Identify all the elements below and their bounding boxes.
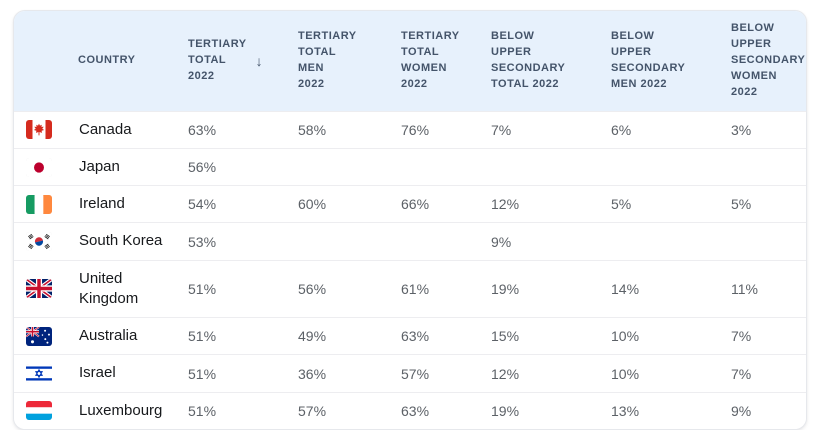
value-tertiary-total-men-2022: 60% [298, 196, 327, 213]
value-below-upper-secondary-men-2022 [599, 159, 719, 175]
table-row-luxembourg: Luxembourg 51% 57% 63% 19% 13% 9% [14, 391, 806, 429]
value-below-upper-secondary-total-2022: 12% [491, 365, 520, 382]
table-body: Canada 63% 58% 76% 7% 6% 3% Japan 56% Ireland 54% 6… [14, 110, 806, 429]
education-attainment-table: COUNTRY TERTIARY TOTAL 2022 ↓ TERTIARY TOTA… [13, 10, 807, 430]
value-below-upper-secondary-women-2022: 7% [731, 328, 752, 345]
value-below-upper-secondary-total-2022 [479, 159, 599, 175]
column-header-label: BELOW UPPER SECONDARY TOTAL 2022 [491, 29, 566, 90]
flag-cell [14, 364, 66, 384]
value-tertiary-total-women-2022 [389, 159, 479, 175]
value-tertiary-total-2022: 51% [188, 365, 217, 382]
column-header-label: BELOW UPPER SECONDARY WOMEN 2022 [731, 22, 806, 98]
value-below-upper-secondary-total-2022: 19% [491, 402, 520, 419]
column-header-country[interactable]: COUNTRY [66, 43, 176, 79]
value-below-upper-secondary-men-2022: 10% [611, 328, 640, 345]
value-below-upper-secondary-total-2022: 9% [491, 233, 512, 250]
value-below-upper-secondary-men-2022 [599, 234, 719, 250]
country-name: Luxembourg [79, 401, 163, 419]
value-tertiary-total-women-2022: 76% [401, 121, 430, 138]
country-name: Israel [79, 364, 116, 382]
table-row-australia: Australia 51% 49% 63% 15% 10% 7% [14, 317, 806, 355]
value-below-upper-secondary-women-2022: 7% [731, 365, 752, 382]
table-row-south-korea: South Korea 53% 9% [14, 222, 806, 260]
country-name: Canada [79, 120, 132, 138]
flag-cell [14, 326, 66, 346]
flag-japan-icon [26, 157, 52, 177]
value-tertiary-total-2022: 51% [188, 328, 217, 345]
value-tertiary-total-women-2022: 66% [401, 196, 430, 213]
value-below-upper-secondary-total-2022: 15% [491, 328, 520, 345]
table-row-israel: Israel 51% 36% 57% 12% 10% 7% [14, 354, 806, 392]
value-below-upper-secondary-men-2022: 6% [611, 121, 632, 138]
value-tertiary-total-women-2022: 61% [401, 280, 430, 297]
country-name: United Kingdom [79, 269, 139, 307]
column-header-below-upper-secondary-men-2022[interactable]: BELOW UPPER SECONDARY MEN 2022 [599, 19, 719, 103]
flag-cell [14, 120, 66, 140]
flag-united-kingdom-icon [26, 279, 52, 299]
value-below-upper-secondary-men-2022: 5% [611, 196, 632, 213]
value-below-upper-secondary-women-2022 [719, 234, 806, 250]
flag-cell [14, 194, 66, 214]
value-tertiary-total-2022: 56% [188, 159, 217, 176]
header-flag-spacer [14, 51, 66, 71]
table-row-japan: Japan 56% [14, 147, 806, 186]
country-name: Australia [79, 327, 138, 345]
column-header-tertiary-total-men-2022[interactable]: TERTIARY TOTAL MEN 2022 [286, 19, 389, 103]
flag-luxembourg-icon [26, 401, 52, 421]
value-tertiary-total-men-2022: 49% [298, 328, 327, 345]
column-header-below-upper-secondary-total-2022[interactable]: BELOW UPPER SECONDARY TOTAL 2022 [479, 19, 599, 103]
value-below-upper-secondary-women-2022: 5% [731, 196, 752, 213]
value-tertiary-total-2022: 53% [188, 233, 217, 250]
value-tertiary-total-women-2022: 63% [401, 402, 430, 419]
value-below-upper-secondary-total-2022: 12% [491, 196, 520, 213]
table-header-row: COUNTRY TERTIARY TOTAL 2022 ↓ TERTIARY TOTA… [14, 11, 806, 111]
value-below-upper-secondary-women-2022: 11% [731, 280, 758, 297]
value-below-upper-secondary-women-2022: 9% [731, 402, 752, 419]
value-tertiary-total-women-2022 [389, 234, 479, 250]
column-header-label: TERTIARY TOTAL 2022 [188, 37, 247, 82]
value-below-upper-secondary-women-2022: 3% [731, 121, 752, 138]
table-row-ireland: Ireland 54% 60% 66% 12% 5% 5% [14, 185, 806, 223]
flag-israel-icon [26, 364, 52, 384]
table-row-united-kingdom: United Kingdom 51% 56% 61% 19% 14% 11% [14, 259, 806, 318]
value-tertiary-total-2022: 51% [188, 402, 217, 419]
value-tertiary-total-2022: 63% [188, 121, 217, 138]
value-tertiary-total-men-2022 [286, 159, 389, 175]
flag-australia-icon [26, 326, 52, 346]
flag-ireland-icon [26, 194, 52, 214]
value-tertiary-total-women-2022: 57% [401, 365, 430, 382]
flag-cell [14, 232, 66, 252]
value-tertiary-total-men-2022: 56% [298, 280, 327, 297]
flag-cell [14, 279, 66, 299]
value-tertiary-total-2022: 54% [188, 196, 217, 213]
column-header-below-upper-secondary-women-2022[interactable]: BELOW UPPER SECONDARY WOMEN 2022 [719, 11, 806, 111]
value-tertiary-total-men-2022: 57% [298, 402, 327, 419]
sort-descending-icon[interactable]: ↓ [255, 52, 264, 69]
column-header-label: BELOW UPPER SECONDARY MEN 2022 [611, 29, 686, 90]
table-row-canada: Canada 63% 58% 76% 7% 6% 3% [14, 110, 806, 148]
column-header-label: TERTIARY TOTAL MEN 2022 [298, 29, 357, 90]
value-below-upper-secondary-men-2022: 10% [611, 365, 640, 382]
value-below-upper-secondary-men-2022: 14% [611, 280, 640, 297]
flag-south-korea-icon [26, 232, 52, 252]
value-tertiary-total-2022: 51% [188, 280, 217, 297]
column-header-label: TERTIARY TOTAL WOMEN 2022 [401, 29, 460, 90]
flag-cell [14, 157, 66, 177]
value-tertiary-total-men-2022: 36% [298, 365, 327, 382]
column-header-tertiary-total-women-2022[interactable]: TERTIARY TOTAL WOMEN 2022 [389, 19, 479, 103]
country-name: South Korea [79, 232, 163, 250]
country-name: Japan [79, 157, 120, 175]
column-header-label: COUNTRY [78, 53, 136, 66]
flag-cell [14, 401, 66, 421]
country-name: Ireland [79, 195, 125, 213]
value-tertiary-total-men-2022 [286, 234, 389, 250]
flag-canada-icon [26, 120, 52, 140]
value-below-upper-secondary-men-2022: 13% [611, 402, 640, 419]
column-header-tertiary-total-2022[interactable]: TERTIARY TOTAL 2022 ↓ [176, 27, 286, 95]
value-below-upper-secondary-total-2022: 7% [491, 121, 512, 138]
value-tertiary-total-men-2022: 58% [298, 121, 327, 138]
value-below-upper-secondary-women-2022 [719, 159, 806, 175]
value-tertiary-total-women-2022: 63% [401, 328, 430, 345]
value-below-upper-secondary-total-2022: 19% [491, 280, 520, 297]
